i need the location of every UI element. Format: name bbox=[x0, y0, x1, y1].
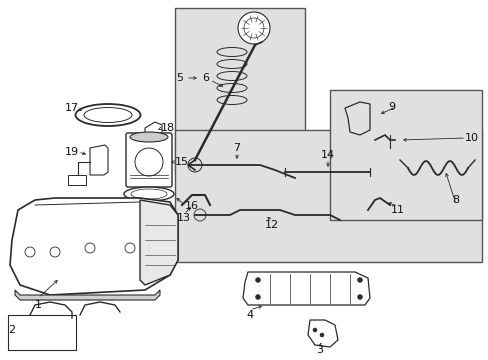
Text: 18: 18 bbox=[161, 123, 175, 133]
Circle shape bbox=[357, 294, 362, 300]
Text: 17: 17 bbox=[65, 103, 79, 113]
Circle shape bbox=[255, 278, 260, 283]
Text: 3: 3 bbox=[316, 345, 323, 355]
Ellipse shape bbox=[75, 104, 140, 126]
Text: 10: 10 bbox=[464, 133, 478, 143]
Circle shape bbox=[319, 333, 324, 337]
Circle shape bbox=[238, 12, 269, 44]
Text: 4: 4 bbox=[246, 310, 253, 320]
Polygon shape bbox=[243, 272, 369, 305]
Text: 2: 2 bbox=[8, 325, 16, 335]
Bar bbox=[8, 315, 76, 350]
Text: 14: 14 bbox=[320, 150, 334, 160]
Text: 11: 11 bbox=[390, 205, 404, 215]
Ellipse shape bbox=[124, 187, 174, 201]
Polygon shape bbox=[140, 200, 178, 285]
Text: 19: 19 bbox=[65, 147, 79, 157]
Circle shape bbox=[312, 328, 316, 332]
Circle shape bbox=[357, 278, 362, 283]
Text: 8: 8 bbox=[451, 195, 459, 205]
Text: 13: 13 bbox=[177, 213, 191, 223]
Text: 6: 6 bbox=[202, 73, 209, 83]
Bar bbox=[175, 130, 481, 262]
Circle shape bbox=[255, 294, 260, 300]
Bar bbox=[68, 175, 86, 185]
Ellipse shape bbox=[130, 132, 168, 142]
FancyBboxPatch shape bbox=[126, 133, 172, 187]
Bar bbox=[175, 8, 305, 175]
Text: 7: 7 bbox=[233, 143, 240, 153]
Polygon shape bbox=[10, 198, 178, 295]
Bar bbox=[329, 90, 481, 220]
Text: 9: 9 bbox=[387, 102, 395, 112]
Text: 1: 1 bbox=[35, 300, 41, 310]
Polygon shape bbox=[15, 290, 160, 300]
Text: 12: 12 bbox=[264, 220, 279, 230]
Text: 16: 16 bbox=[184, 201, 199, 211]
Text: 15: 15 bbox=[175, 157, 189, 167]
Text: 5: 5 bbox=[176, 73, 183, 83]
